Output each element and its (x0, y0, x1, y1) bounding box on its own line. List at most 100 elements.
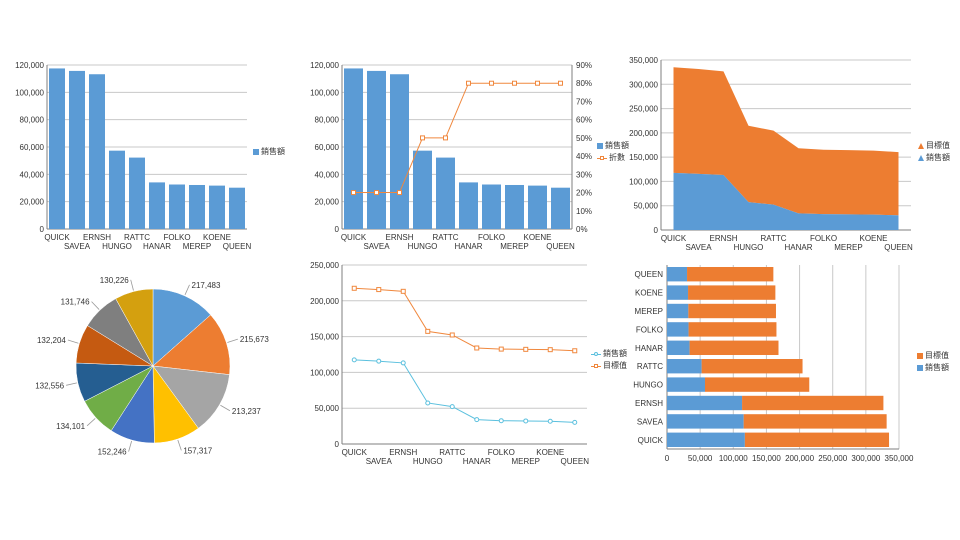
y-tick-label: 100,000 (15, 88, 44, 97)
pie-chart-target: 217,483 215,673 213,237 157,317 152,246 134,1… (35, 276, 269, 457)
x-tick-label: KOENE (859, 234, 887, 243)
sales-bar (667, 377, 705, 392)
pie-data-label: 132,556 (35, 381, 64, 390)
bar (344, 68, 363, 229)
x-tick-label: 0 (665, 454, 670, 463)
legend-horizontal-bar-chart: 目標值 銷售額 (917, 350, 949, 374)
sales-line (354, 359, 575, 423)
legend-item-sales: 銷售額 (597, 140, 629, 152)
target-point (449, 332, 455, 338)
target-bar (688, 303, 776, 319)
legend-line-chart: 銷售額 目標值 (591, 348, 627, 372)
y-tick-label: 20,000 (315, 198, 340, 207)
x-tick-label: ERNSH (83, 233, 111, 242)
bar (367, 70, 386, 229)
x-tick-label: FOLKO (478, 233, 505, 242)
legend-label-sales: 銷售額 (926, 153, 950, 162)
sales-point (425, 400, 431, 406)
legend-marker-sales (591, 351, 601, 357)
target-bar (688, 285, 776, 300)
discount-point (558, 80, 563, 86)
discount-point (466, 80, 471, 86)
x-tick-label: ERNSH (709, 234, 737, 243)
target-area (673, 67, 899, 216)
sales-bar (667, 395, 743, 411)
discount-line (353, 82, 561, 194)
x-tick-label: 350,000 (885, 454, 914, 463)
x-tick-label: SAVEA (685, 243, 712, 252)
y2-tick-label: 0% (576, 225, 588, 234)
x-tick-label: 150,000 (752, 454, 781, 463)
y-tick-label: 0 (335, 440, 340, 449)
combo-chart-sales-discount: 0 20,000 40,000 60,000 80,000 100,000 120,000 0… (310, 61, 592, 251)
target-point (400, 288, 406, 294)
x-tick-label: SAVEA (366, 457, 393, 466)
sales-point (498, 418, 504, 424)
pie-data-label: 134,101 (56, 422, 85, 431)
pie-slice (152, 314, 231, 375)
y-tick-label: 60,000 (20, 143, 45, 152)
legend-label-sales: 銷售額 (603, 349, 627, 358)
bar (436, 157, 455, 229)
target-point (474, 345, 480, 351)
y-tick-label: 80,000 (20, 116, 45, 125)
x-tick-label: QUICK (342, 448, 368, 457)
target-point (376, 287, 382, 293)
y-tick-label: HANAR (635, 344, 663, 353)
y-tick-label: 40,000 (315, 170, 340, 179)
target-bar (687, 267, 774, 282)
x-tick-label: KOENE (523, 233, 551, 242)
pie-leader-line (86, 418, 96, 427)
discount-point (374, 190, 379, 196)
pie-slice (115, 288, 154, 367)
y-tick-label: 50,000 (315, 404, 340, 413)
bar (390, 74, 409, 229)
bar (505, 184, 524, 229)
x-tick-label: 50,000 (688, 454, 713, 463)
bar (149, 182, 165, 229)
pie-data-label: 130,226 (100, 276, 129, 285)
x-tick-label: MEREP (183, 242, 211, 251)
y-tick-label: 20,000 (20, 198, 45, 207)
x-tick-label: 200,000 (785, 454, 814, 463)
pie-leader-line (66, 382, 77, 386)
sales-point (547, 418, 553, 424)
y-tick-label: 200,000 (310, 297, 339, 306)
pie-data-label: 152,246 (98, 448, 127, 457)
x-tick-label: 300,000 (851, 454, 880, 463)
sales-bar (667, 322, 689, 337)
x-tick-label: ERNSH (389, 448, 417, 457)
sales-point (376, 358, 382, 364)
x-tick-label: QUICK (341, 233, 367, 242)
sales-bar (667, 432, 745, 447)
x-tick-label: SAVEA (363, 242, 390, 251)
target-line (354, 287, 575, 352)
x-tick-label: QUEEN (561, 457, 590, 466)
x-tick-label: MEREP (512, 457, 540, 466)
target-point (351, 285, 357, 291)
y-tick-label: 150,000 (629, 153, 658, 162)
y-tick-label: FOLKO (636, 325, 663, 334)
sales-area (673, 172, 899, 230)
sales-bar (667, 267, 688, 282)
y-tick-label: 40,000 (20, 170, 45, 179)
bar (459, 182, 478, 229)
legend-item-sales: 銷售額 (591, 348, 627, 360)
pie-leader-line (67, 339, 79, 344)
x-tick-label: 100,000 (719, 454, 748, 463)
x-tick-label: MEREP (834, 243, 862, 252)
x-tick-label: QUICK (44, 233, 70, 242)
pie-leader-line (91, 301, 100, 310)
legend-item-sales: 銷售額 (918, 152, 950, 164)
bar (49, 68, 65, 229)
bar (129, 157, 145, 229)
y-tick-label: QUEEN (635, 270, 664, 279)
pie-leader-line (130, 279, 134, 291)
discount-point (351, 190, 356, 196)
y-tick-label: ERNSH (635, 399, 663, 408)
y-tick-label: 80,000 (315, 116, 340, 125)
bar (482, 184, 501, 229)
target-point (572, 348, 578, 354)
x-tick-label: HUNGO (413, 457, 443, 466)
target-bar (689, 340, 779, 355)
